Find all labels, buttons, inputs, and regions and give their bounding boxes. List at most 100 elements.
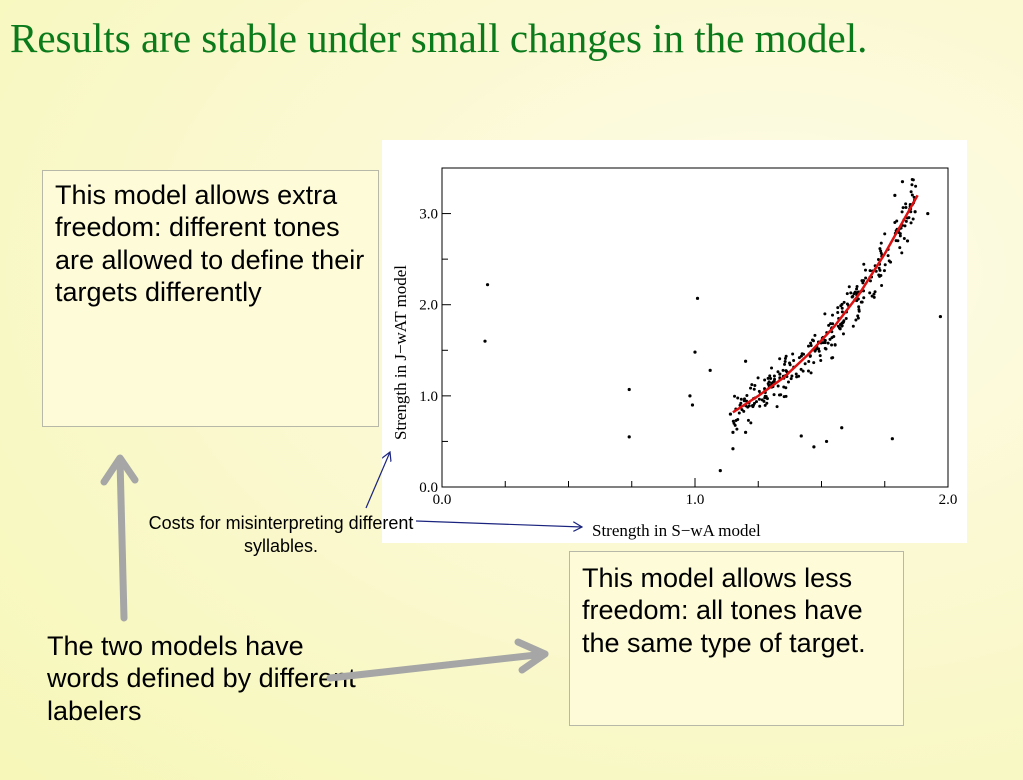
data-point [739, 397, 743, 401]
data-point [731, 447, 735, 451]
data-point [733, 394, 737, 398]
data-point [910, 183, 914, 187]
data-point [485, 283, 490, 287]
data-point [840, 426, 844, 430]
data-point [782, 395, 786, 399]
data-point [807, 359, 811, 363]
data-point [883, 263, 887, 267]
data-point [901, 206, 905, 210]
data-point [817, 347, 821, 351]
data-point [839, 322, 843, 326]
data-point [756, 376, 760, 380]
data-point [764, 394, 768, 398]
data-point [802, 352, 806, 356]
data-point [911, 217, 915, 221]
data-point [757, 397, 761, 401]
data-point [775, 405, 779, 409]
data-point [826, 341, 830, 345]
labelers-text: The two models have words defined by dif… [47, 631, 356, 726]
data-point [768, 374, 772, 378]
data-point [779, 393, 783, 397]
data-point [765, 401, 769, 405]
data-point [910, 177, 914, 181]
data-point [778, 372, 782, 376]
data-point [839, 304, 843, 308]
data-point [627, 387, 631, 392]
data-point [797, 356, 801, 360]
data-point [742, 399, 746, 403]
data-point [789, 377, 793, 381]
data-point [818, 354, 822, 358]
data-point [808, 354, 812, 358]
data-point [830, 336, 834, 340]
data-point [841, 332, 845, 336]
data-point [799, 367, 803, 371]
data-point [900, 210, 904, 214]
data-point [851, 324, 855, 328]
data-point [870, 294, 874, 298]
data-point [783, 356, 787, 360]
data-point [778, 357, 782, 361]
data-point [879, 274, 883, 278]
extra-freedom-note: This model allows extra freedom: differe… [42, 170, 379, 427]
data-point [907, 216, 911, 220]
data-point [731, 419, 735, 423]
costs-caption: Costs for misinterpreting different syll… [148, 513, 414, 557]
data-point [757, 389, 761, 393]
y-axis-label: Strength in J−wAT model [391, 265, 410, 440]
data-point [769, 376, 773, 380]
data-point [828, 337, 832, 341]
data-point [728, 412, 733, 416]
data-point [817, 349, 821, 353]
data-point [745, 393, 749, 397]
data-point [823, 312, 827, 316]
data-point [879, 249, 883, 253]
slide-title: Results are stable under small changes i… [10, 15, 868, 61]
data-point [845, 302, 849, 306]
data-point [731, 430, 735, 434]
data-point [695, 296, 700, 300]
data-point [746, 405, 750, 409]
data-point [807, 344, 811, 348]
x-axis-label: Strength in S−wA model [592, 521, 761, 540]
data-point [863, 268, 867, 272]
data-point [772, 393, 776, 397]
data-point [896, 239, 900, 243]
data-point [803, 362, 807, 366]
data-point [844, 316, 848, 320]
scatter-chart: 0.0 1.0 2.0 0.0 1.0 2.0 3.0 Strength in S−wA m… [391, 167, 957, 540]
data-point [872, 292, 876, 296]
data-point [893, 193, 897, 197]
data-point [776, 384, 780, 388]
data-point [749, 386, 753, 390]
data-point [904, 219, 908, 223]
data-point [770, 381, 774, 385]
data-point [736, 418, 740, 422]
data-point [841, 321, 845, 325]
data-point [791, 352, 795, 356]
data-point [859, 300, 863, 304]
data-point [718, 468, 722, 473]
data-point [809, 371, 813, 375]
data-point [903, 224, 907, 228]
data-point [688, 394, 692, 398]
y-tick-label: 1.0 [419, 389, 438, 405]
data-point [862, 296, 866, 300]
data-point [749, 421, 753, 425]
data-point [811, 338, 815, 342]
data-point [880, 283, 884, 287]
data-point [783, 362, 787, 366]
data-point [795, 375, 799, 379]
data-point [831, 356, 835, 360]
data-point [913, 210, 917, 214]
data-point [753, 384, 757, 388]
data-point [909, 190, 913, 194]
data-point [836, 306, 840, 310]
data-point [781, 368, 785, 372]
data-point [860, 279, 864, 283]
data-point [831, 313, 835, 317]
data-point [886, 254, 890, 258]
data-point [754, 400, 758, 404]
data-point [823, 339, 827, 343]
data-point [799, 434, 803, 438]
